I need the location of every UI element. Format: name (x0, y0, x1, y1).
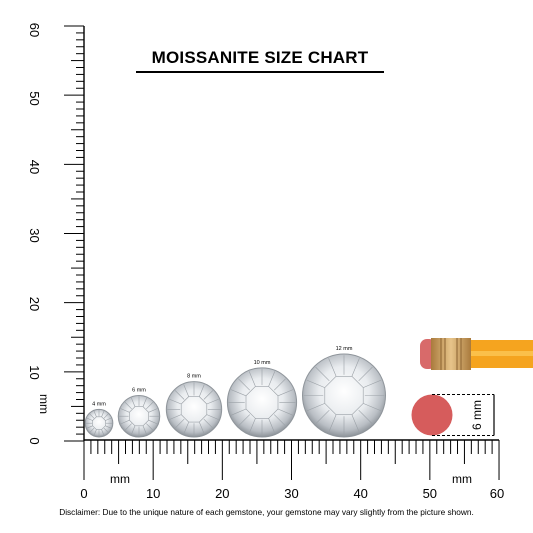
gemstone-row: 4 mm 6 mm 8 mm 10 mm 12 mm (84, 346, 386, 438)
horizontal-ruler-labels: 0 10 20 30 40 50 60 (80, 486, 504, 501)
vertical-ruler-label: 10 (27, 365, 42, 379)
horizontal-ruler-label: 30 (284, 486, 298, 501)
gemstone-size-label: 12 mm (336, 346, 353, 352)
horizontal-ruler-unit-left: mm (110, 472, 130, 486)
gemstone-facets (303, 355, 385, 436)
horizontal-ruler-label: 40 (353, 486, 367, 501)
gemstone-facets (167, 382, 221, 437)
pencil (420, 338, 533, 370)
gemstone-size-label: 4 mm (92, 401, 106, 407)
pencil-body-stripe (471, 351, 533, 356)
vertical-ruler: 0 10 20 30 40 50 60 mm (27, 23, 85, 445)
horizontal-ruler-unit-right: mm (452, 472, 472, 486)
eraser-dot (411, 394, 453, 436)
vertical-ruler-unit: mm (37, 394, 51, 414)
pencil-ferrule (431, 338, 471, 370)
vertical-ruler-label: 60 (27, 23, 42, 37)
gemstone-size-label: 6 mm (132, 388, 146, 394)
disclaimer: Disclaimer: Due to the unique nature of … (59, 507, 474, 517)
gemstone-12mm: 12 mm (302, 346, 386, 438)
title-underline (136, 71, 384, 73)
vertical-ruler-label: 50 (27, 91, 42, 105)
horizontal-ruler-ticks (83, 440, 500, 480)
pencil-ferrule-grooves (440, 338, 462, 370)
eraser-reference: 6 mm (411, 394, 495, 436)
gemstone-facets (228, 368, 296, 436)
horizontal-ruler-label: 60 (490, 486, 504, 501)
gemstone-size-label: 8 mm (187, 374, 201, 380)
eraser-size-label: 6 mm (470, 400, 484, 430)
horizontal-ruler-label: 20 (215, 486, 229, 501)
gemstone-4mm: 4 mm (84, 401, 114, 438)
vertical-ruler-label: 20 (27, 297, 42, 311)
vertical-ruler-label: 40 (27, 160, 42, 174)
vertical-ruler-label: 30 (27, 228, 42, 242)
vertical-ruler-label: 0 (27, 437, 42, 444)
horizontal-ruler-label: 50 (423, 486, 437, 501)
horizontal-ruler: 0 10 20 30 40 50 60 mm mm (80, 439, 504, 501)
gemstone-8mm: 8 mm (165, 374, 223, 438)
gemstone-facets (118, 396, 160, 437)
horizontal-ruler-label: 0 (80, 486, 87, 501)
gemstone-6mm: 6 mm (117, 388, 161, 438)
gemstone-size-label: 10 mm (254, 360, 271, 366)
horizontal-ruler-label: 10 (146, 486, 160, 501)
vertical-ruler-ticks (64, 25, 84, 442)
title: MOISSANITE SIZE CHART (151, 48, 369, 67)
gemstone-facets (85, 409, 113, 437)
gemstone-10mm: 10 mm (226, 360, 298, 438)
vertical-ruler-labels: 0 10 20 30 40 50 60 mm (27, 23, 51, 445)
